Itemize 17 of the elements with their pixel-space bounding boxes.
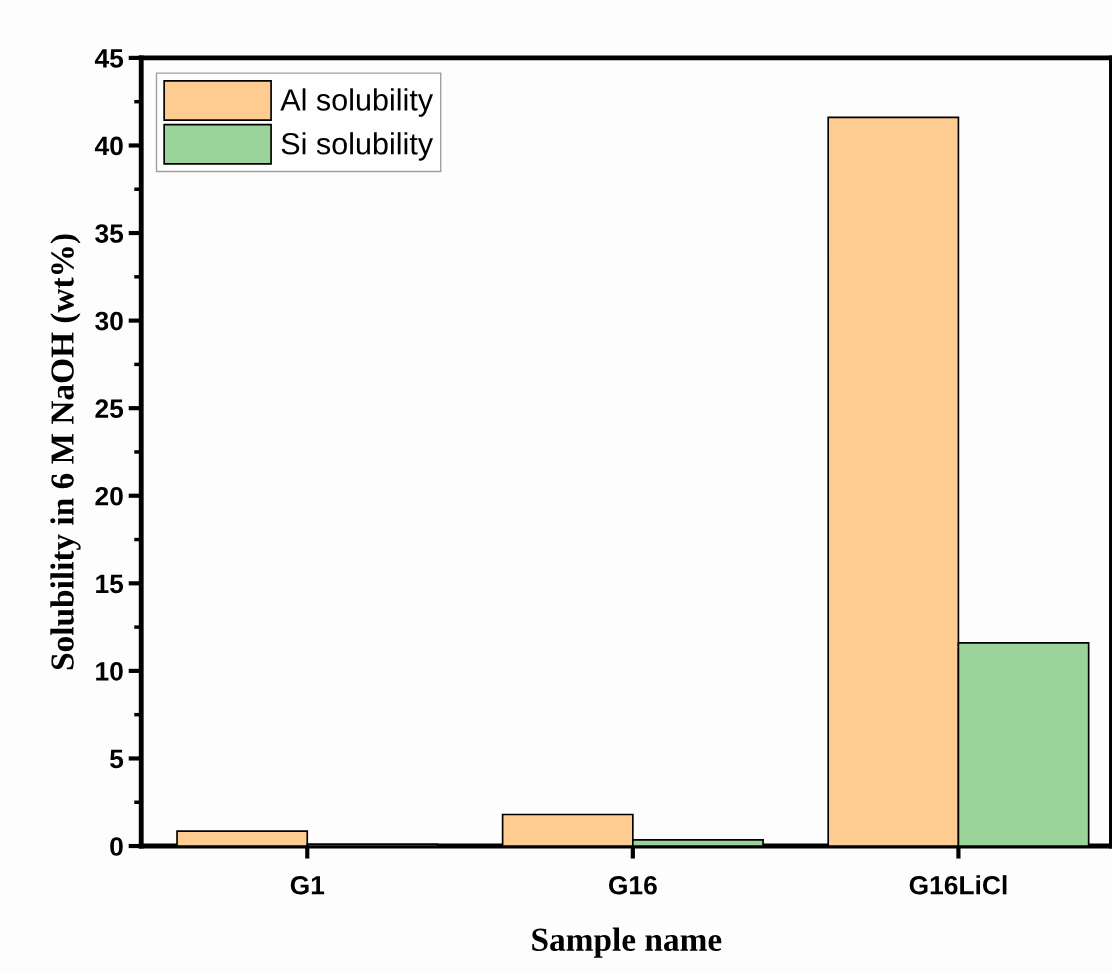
y-tick-label: 10 (96, 662, 123, 681)
y-tick-label: 35 (95, 224, 124, 243)
y-tick-label: 15 (96, 574, 124, 594)
legend-label: Al solubility (280, 88, 434, 117)
y-tick-label: 45 (94, 49, 124, 68)
y-tick-label: 25 (95, 399, 124, 418)
y-tick-label: 20 (95, 486, 123, 506)
legend-label: Si solubility (281, 132, 434, 161)
x-tick-label: G16 (608, 875, 657, 895)
x-tick-label: G16LiCl (909, 875, 1007, 895)
y-tick-label: 40 (94, 136, 123, 156)
y-tick-label: 30 (95, 311, 123, 331)
y-tick-label: 0 (110, 837, 123, 856)
y-tick-label: 5 (110, 749, 124, 769)
y-axis-title: Solubility in 6 M NaOH (wt%) (50, 234, 81, 670)
x-tick-label: G1 (290, 875, 325, 895)
x-axis-title: Sample name (532, 927, 722, 958)
